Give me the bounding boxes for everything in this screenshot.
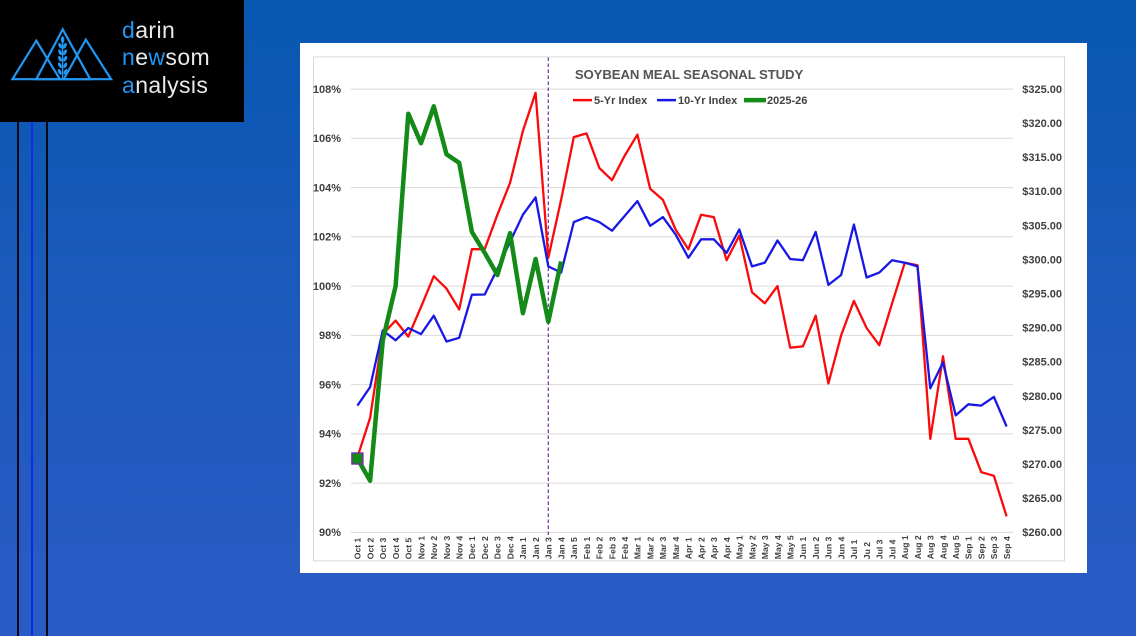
svg-text:$310.00: $310.00 (1022, 187, 1062, 199)
svg-text:Jan 2: Jan 2 (531, 537, 541, 559)
svg-text:2025-26: 2025-26 (767, 95, 807, 107)
svg-text:$275.00: $275.00 (1022, 425, 1062, 437)
svg-text:5-Yr Index: 5-Yr Index (594, 95, 648, 107)
svg-text:$290.00: $290.00 (1022, 323, 1062, 335)
svg-text:Jan 4: Jan 4 (556, 537, 566, 559)
svg-text:102%: 102% (313, 232, 341, 244)
svg-text:Mar 1: Mar 1 (633, 537, 643, 560)
svg-text:Sep 1: Sep 1 (964, 536, 974, 559)
svg-text:Nov 4: Nov 4 (455, 536, 465, 560)
svg-text:Oct 3: Oct 3 (378, 538, 388, 560)
svg-text:Aug 4: Aug 4 (938, 535, 948, 559)
svg-text:Jan 1: Jan 1 (518, 537, 528, 559)
svg-text:Mar 2: Mar 2 (646, 537, 656, 560)
svg-text:$265.00: $265.00 (1022, 493, 1062, 505)
svg-text:$270.00: $270.00 (1022, 459, 1062, 471)
svg-text:$285.00: $285.00 (1022, 357, 1062, 369)
svg-text:Nov 3: Nov 3 (442, 536, 452, 560)
svg-text:$305.00: $305.00 (1022, 221, 1062, 233)
svg-text:$300.00: $300.00 (1022, 255, 1062, 267)
svg-text:Jul 1: Jul 1 (849, 540, 859, 560)
svg-text:Sep 3: Sep 3 (989, 536, 999, 559)
svg-text:$295.00: $295.00 (1022, 289, 1062, 301)
svg-text:May 3: May 3 (760, 535, 770, 559)
svg-text:92%: 92% (319, 478, 341, 490)
svg-text:May 4: May 4 (773, 535, 783, 559)
svg-text:$320.00: $320.00 (1022, 118, 1062, 130)
svg-text:Sep 2: Sep 2 (977, 536, 987, 559)
svg-text:Nov 2: Nov 2 (429, 536, 439, 560)
svg-text:$260.00: $260.00 (1022, 528, 1062, 540)
svg-text:Apr 3: Apr 3 (709, 537, 719, 559)
svg-text:Dec 4: Dec 4 (505, 536, 515, 559)
svg-text:Aug 1: Aug 1 (900, 535, 910, 559)
svg-text:Dec 3: Dec 3 (493, 536, 503, 559)
svg-text:Aug 2: Aug 2 (913, 535, 923, 559)
svg-text:106%: 106% (313, 133, 341, 145)
svg-text:Jan 3: Jan 3 (544, 537, 554, 559)
svg-text:108%: 108% (313, 84, 341, 96)
svg-text:10-Yr Index: 10-Yr Index (678, 95, 738, 107)
svg-text:$315.00: $315.00 (1022, 152, 1062, 164)
svg-text:Oct 2: Oct 2 (365, 538, 375, 560)
svg-text:Jun 4: Jun 4 (836, 537, 846, 560)
svg-text:Jul 4: Jul 4 (887, 540, 897, 560)
svg-text:94%: 94% (319, 429, 341, 441)
svg-text:Feb 1: Feb 1 (582, 537, 592, 560)
svg-text:$325.00: $325.00 (1022, 84, 1062, 96)
svg-text:Aug 5: Aug 5 (951, 535, 961, 559)
svg-text:$280.00: $280.00 (1022, 391, 1062, 403)
svg-text:Sep 4: Sep 4 (1002, 536, 1012, 559)
svg-text:SOYBEAN MEAL SEASONAL STUDY: SOYBEAN MEAL SEASONAL STUDY (575, 67, 804, 82)
svg-text:May 1: May 1 (735, 535, 745, 559)
svg-text:Jan 5: Jan 5 (569, 537, 579, 559)
svg-text:Dec 1: Dec 1 (467, 536, 477, 559)
svg-text:Oct 5: Oct 5 (404, 538, 414, 560)
svg-text:Apr 4: Apr 4 (722, 537, 732, 559)
svg-text:Dec 2: Dec 2 (480, 536, 490, 559)
svg-text:Mar 4: Mar 4 (671, 537, 681, 560)
svg-text:Apr 1: Apr 1 (684, 537, 694, 559)
svg-text:Jun 3: Jun 3 (824, 537, 834, 560)
svg-text:104%: 104% (313, 183, 341, 195)
svg-text:96%: 96% (319, 380, 341, 392)
svg-text:Aug 3: Aug 3 (926, 535, 936, 559)
svg-text:Mar 3: Mar 3 (658, 537, 668, 560)
svg-text:Feb 4: Feb 4 (620, 537, 630, 560)
svg-text:Oct 1: Oct 1 (353, 538, 363, 560)
svg-text:Oct 4: Oct 4 (391, 538, 401, 560)
svg-text:Feb 3: Feb 3 (607, 537, 617, 560)
svg-text:Ju 2: Ju 2 (862, 542, 872, 559)
svg-text:Nov 1: Nov 1 (416, 536, 426, 560)
svg-text:Feb 2: Feb 2 (595, 537, 605, 560)
svg-text:90%: 90% (319, 528, 341, 540)
svg-text:May 5: May 5 (786, 535, 796, 559)
svg-text:Jun 1: Jun 1 (798, 537, 808, 560)
svg-text:Jun 2: Jun 2 (811, 537, 821, 560)
svg-text:Jul 3: Jul 3 (875, 540, 885, 560)
svg-text:100%: 100% (313, 281, 341, 293)
svg-text:May 2: May 2 (747, 535, 757, 559)
svg-text:Apr 2: Apr 2 (696, 537, 706, 559)
svg-text:98%: 98% (319, 331, 341, 343)
